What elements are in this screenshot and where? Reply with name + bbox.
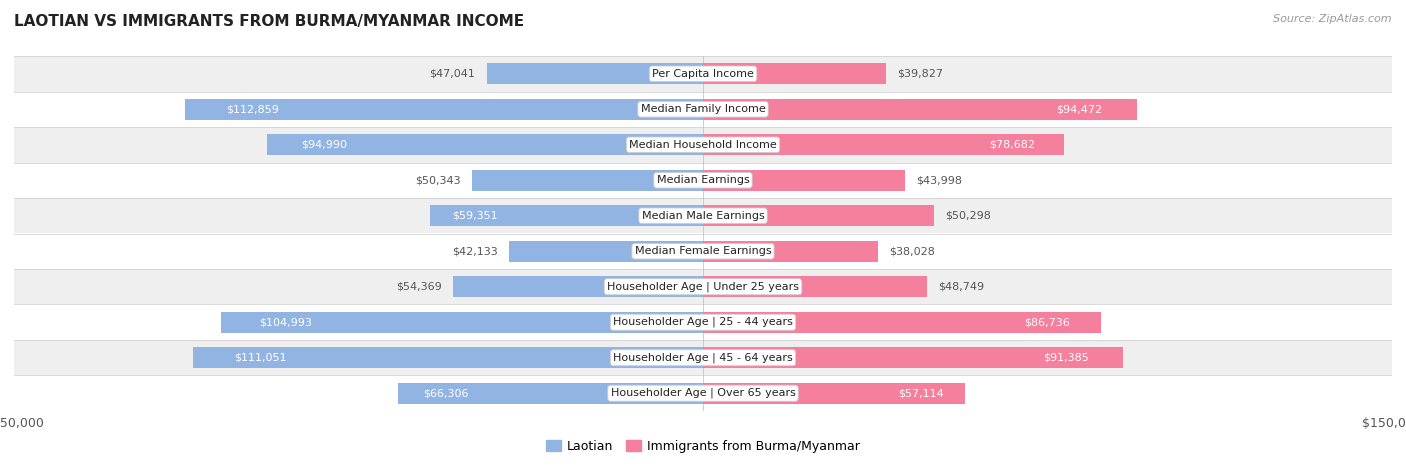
Bar bbox=[14, 198, 1392, 234]
Bar bbox=[430, 205, 703, 226]
Text: $78,682: $78,682 bbox=[990, 140, 1035, 150]
Text: $104,993: $104,993 bbox=[259, 317, 312, 327]
Text: $38,028: $38,028 bbox=[889, 246, 935, 256]
Text: $47,041: $47,041 bbox=[430, 69, 475, 79]
Text: Median Earnings: Median Earnings bbox=[657, 175, 749, 185]
Bar bbox=[453, 276, 703, 297]
Bar bbox=[472, 170, 703, 191]
Bar bbox=[14, 269, 1392, 304]
Bar bbox=[221, 311, 703, 333]
Text: $91,385: $91,385 bbox=[1043, 353, 1090, 363]
Bar bbox=[703, 134, 1064, 156]
Text: $54,369: $54,369 bbox=[396, 282, 441, 292]
Bar bbox=[703, 382, 966, 404]
Text: Source: ZipAtlas.com: Source: ZipAtlas.com bbox=[1274, 14, 1392, 24]
Text: Median Family Income: Median Family Income bbox=[641, 104, 765, 114]
Bar bbox=[184, 99, 703, 120]
Text: $48,749: $48,749 bbox=[938, 282, 984, 292]
Bar bbox=[703, 347, 1123, 368]
Text: Median Female Earnings: Median Female Earnings bbox=[634, 246, 772, 256]
Bar bbox=[14, 127, 1392, 163]
Bar bbox=[14, 92, 1392, 127]
Bar bbox=[14, 234, 1392, 269]
Text: $57,114: $57,114 bbox=[898, 388, 945, 398]
Text: $59,351: $59,351 bbox=[453, 211, 498, 221]
Text: Householder Age | 25 - 44 years: Householder Age | 25 - 44 years bbox=[613, 317, 793, 327]
Text: $111,051: $111,051 bbox=[233, 353, 287, 363]
Text: $66,306: $66,306 bbox=[423, 388, 468, 398]
Bar bbox=[703, 241, 877, 262]
Text: Median Male Earnings: Median Male Earnings bbox=[641, 211, 765, 221]
Text: Householder Age | Under 25 years: Householder Age | Under 25 years bbox=[607, 282, 799, 292]
Text: $43,998: $43,998 bbox=[917, 175, 963, 185]
Text: LAOTIAN VS IMMIGRANTS FROM BURMA/MYANMAR INCOME: LAOTIAN VS IMMIGRANTS FROM BURMA/MYANMAR… bbox=[14, 14, 524, 29]
Bar bbox=[703, 205, 934, 226]
Bar bbox=[703, 276, 927, 297]
Bar bbox=[193, 347, 703, 368]
Bar bbox=[14, 304, 1392, 340]
Text: Per Capita Income: Per Capita Income bbox=[652, 69, 754, 79]
Bar bbox=[509, 241, 703, 262]
Text: $50,298: $50,298 bbox=[945, 211, 991, 221]
Bar bbox=[14, 340, 1392, 375]
Bar bbox=[267, 134, 703, 156]
Text: $94,472: $94,472 bbox=[1056, 104, 1102, 114]
Bar bbox=[486, 63, 703, 85]
Bar bbox=[398, 382, 703, 404]
Text: $112,859: $112,859 bbox=[226, 104, 278, 114]
Bar bbox=[14, 56, 1392, 92]
Bar bbox=[14, 163, 1392, 198]
Bar bbox=[703, 63, 886, 85]
Text: $50,343: $50,343 bbox=[415, 175, 460, 185]
Bar bbox=[14, 375, 1392, 411]
Text: $86,736: $86,736 bbox=[1024, 317, 1070, 327]
Bar bbox=[703, 170, 905, 191]
Bar bbox=[703, 311, 1101, 333]
Text: Median Household Income: Median Household Income bbox=[628, 140, 778, 150]
Text: $39,827: $39,827 bbox=[897, 69, 943, 79]
Text: $42,133: $42,133 bbox=[453, 246, 498, 256]
Text: Householder Age | Over 65 years: Householder Age | Over 65 years bbox=[610, 388, 796, 398]
Bar bbox=[703, 99, 1137, 120]
Text: $94,990: $94,990 bbox=[302, 140, 347, 150]
Text: Householder Age | 45 - 64 years: Householder Age | 45 - 64 years bbox=[613, 353, 793, 363]
Legend: Laotian, Immigrants from Burma/Myanmar: Laotian, Immigrants from Burma/Myanmar bbox=[541, 435, 865, 458]
